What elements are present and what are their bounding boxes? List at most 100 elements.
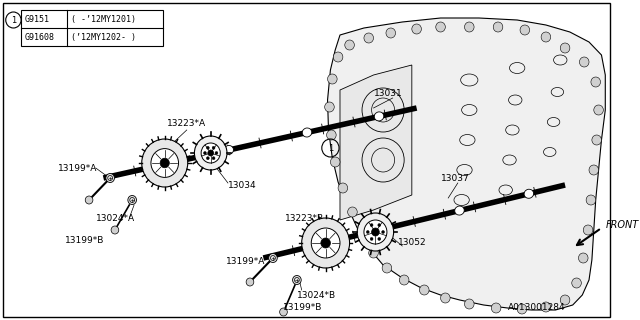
Circle shape [583,225,593,235]
Circle shape [206,157,209,160]
Circle shape [493,22,503,32]
Circle shape [201,143,220,163]
Text: 1: 1 [328,143,333,153]
Circle shape [212,157,215,160]
Circle shape [328,74,337,84]
Circle shape [246,278,254,286]
Circle shape [572,278,581,288]
Circle shape [594,105,604,115]
Circle shape [338,183,348,193]
Circle shape [589,165,598,175]
Text: 13199*A: 13199*A [226,258,266,267]
Circle shape [399,275,409,285]
Circle shape [85,196,93,204]
Circle shape [541,302,550,312]
Circle shape [269,253,277,262]
Circle shape [386,28,396,38]
Circle shape [141,139,188,187]
Circle shape [541,32,550,42]
Polygon shape [340,65,412,220]
Text: 13034: 13034 [228,180,257,189]
Text: 13199*A: 13199*A [58,164,97,172]
Ellipse shape [380,224,389,233]
Ellipse shape [524,189,534,198]
Circle shape [579,253,588,263]
Text: 13223*B: 13223*B [285,213,324,222]
Circle shape [465,299,474,309]
Circle shape [357,213,394,251]
Circle shape [111,226,119,234]
Circle shape [382,263,392,273]
Circle shape [280,308,287,316]
Circle shape [465,22,474,32]
Circle shape [591,77,600,87]
Circle shape [419,285,429,295]
Circle shape [381,230,385,234]
Text: ( -’12MY1201): ( -’12MY1201) [71,14,136,23]
Circle shape [440,293,450,303]
Text: FRONT: FRONT [605,220,639,230]
Ellipse shape [224,146,234,155]
Text: (’12MY1202- ): (’12MY1202- ) [71,33,136,42]
Text: G9151: G9151 [25,14,50,23]
Circle shape [357,229,367,239]
Circle shape [160,158,170,168]
Text: A013001284: A013001284 [508,302,565,311]
Circle shape [330,157,340,167]
Circle shape [333,52,343,62]
Text: 13024*A: 13024*A [96,213,135,222]
Circle shape [208,150,214,156]
Circle shape [366,230,369,234]
Circle shape [369,248,378,258]
Ellipse shape [454,206,464,215]
Circle shape [301,218,349,268]
Circle shape [364,220,387,244]
Circle shape [372,228,380,236]
Circle shape [520,25,530,35]
Circle shape [364,33,374,43]
Circle shape [311,228,340,258]
Text: 13031: 13031 [374,89,403,98]
Ellipse shape [374,112,384,121]
Bar [21,10,163,46]
Polygon shape [328,18,605,310]
Circle shape [412,24,421,34]
Ellipse shape [146,163,155,172]
Circle shape [586,195,596,205]
Circle shape [517,304,527,314]
Ellipse shape [302,128,312,137]
Circle shape [212,146,215,149]
Circle shape [151,148,179,177]
Text: 13199*B: 13199*B [282,303,322,313]
Circle shape [215,151,218,155]
Circle shape [206,146,209,149]
Circle shape [378,224,381,227]
Circle shape [324,102,334,112]
Circle shape [492,303,501,313]
Text: 1: 1 [11,15,16,25]
Circle shape [436,22,445,32]
Circle shape [204,151,206,155]
Text: 13199*B: 13199*B [65,236,104,244]
Circle shape [106,173,115,182]
Text: 13037: 13037 [440,173,469,182]
Circle shape [592,135,602,145]
Text: 13052: 13052 [397,237,426,246]
Circle shape [128,196,136,204]
Circle shape [292,276,301,284]
Circle shape [560,295,570,305]
Circle shape [348,207,357,217]
Text: 13024*B: 13024*B [297,291,336,300]
Circle shape [326,130,336,140]
Circle shape [370,224,373,227]
Circle shape [370,237,373,240]
Text: G91608: G91608 [25,33,55,42]
Circle shape [345,40,355,50]
Circle shape [321,238,330,248]
Ellipse shape [304,243,314,252]
Circle shape [195,136,227,170]
Text: 13223*A: 13223*A [167,119,206,128]
Circle shape [560,43,570,53]
Circle shape [378,237,381,240]
Circle shape [579,57,589,67]
